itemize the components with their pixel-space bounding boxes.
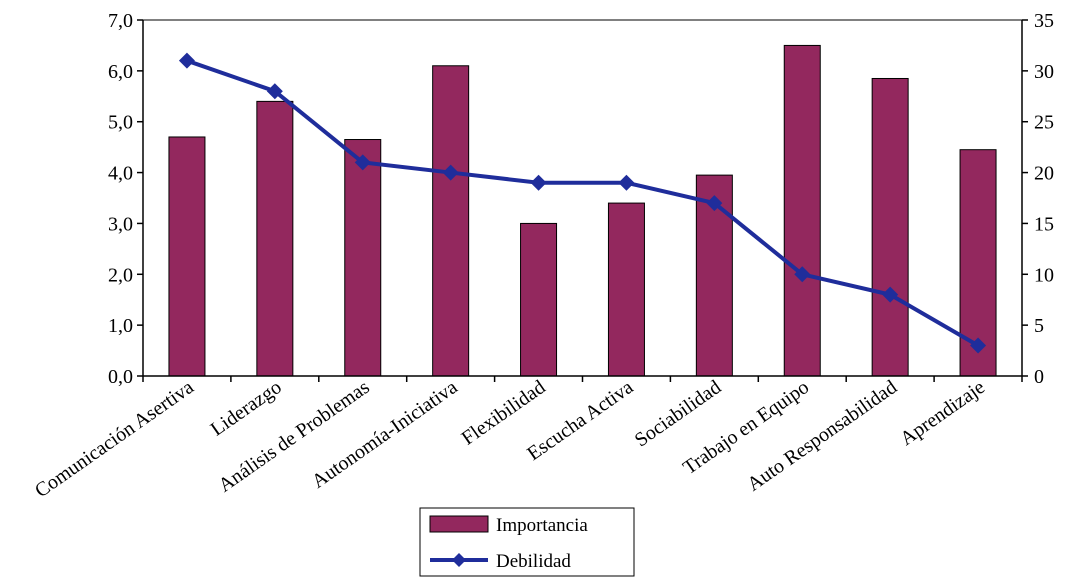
- right-tick-label: 10: [1034, 264, 1054, 286]
- bar-importancia: [607, 202, 645, 377]
- point-debilidad: [794, 266, 811, 283]
- left-tick-label: 4,0: [108, 163, 133, 185]
- legend-importancia-label: Importancia: [496, 515, 588, 536]
- left-tick-label: 0,0: [108, 366, 133, 388]
- category-label: Autonomía-Iniciativa: [308, 376, 462, 493]
- right-tick-label: 0: [1034, 366, 1044, 388]
- point-debilidad: [178, 52, 195, 69]
- right-tick-label: 25: [1034, 112, 1054, 134]
- bar-importancia: [256, 100, 294, 377]
- bar-importancia: [432, 65, 470, 377]
- legend-importancia-swatch: [429, 515, 489, 533]
- point-debilidad: [970, 337, 987, 354]
- right-tick-label: 5: [1034, 315, 1044, 337]
- right-tick-label: 30: [1034, 61, 1054, 83]
- left-tick-label: 2,0: [108, 264, 133, 286]
- right-tick-label: 20: [1034, 163, 1054, 185]
- bar-importancia: [871, 77, 909, 377]
- category-label: Aprendizaje: [896, 376, 989, 450]
- right-tick-label: 35: [1034, 10, 1054, 32]
- left-tick-label: 1,0: [108, 315, 133, 337]
- category-label: Comunicación Asertiva: [31, 376, 198, 502]
- point-debilidad: [530, 174, 547, 191]
- left-tick-label: 6,0: [108, 61, 133, 83]
- point-debilidad: [442, 164, 459, 181]
- legend: Importancia Debilidad: [419, 507, 635, 577]
- line-debilidad: [186, 58, 980, 348]
- point-debilidad: [706, 195, 723, 212]
- category-label: Auto Responsabilidad: [743, 376, 901, 496]
- bar-importancia: [520, 222, 558, 377]
- left-tick-label: 5,0: [108, 112, 133, 134]
- point-debilidad: [882, 286, 899, 303]
- bar-importancia: [344, 139, 382, 377]
- left-tick-label: 3,0: [108, 213, 133, 235]
- plot-area: 0,0 1,0 2,0 3,0 4,0 5,0 6,0 7,0 0 5 10 15 20 25 30 35 Co…: [31, 10, 1054, 502]
- bar-importancia: [168, 136, 206, 377]
- right-tick-label: 15: [1034, 213, 1054, 235]
- legend-debilidad-marker: [452, 553, 466, 567]
- point-debilidad: [266, 83, 283, 100]
- category-label: Liderazgo: [207, 376, 286, 441]
- left-tick-label: 7,0: [108, 10, 133, 32]
- bar-importancia: [783, 44, 821, 377]
- legend-debilidad-label: Debilidad: [496, 551, 571, 572]
- category-label: Análisis de Problemas: [214, 376, 373, 497]
- point-debilidad: [354, 154, 371, 171]
- point-debilidad: [618, 174, 635, 191]
